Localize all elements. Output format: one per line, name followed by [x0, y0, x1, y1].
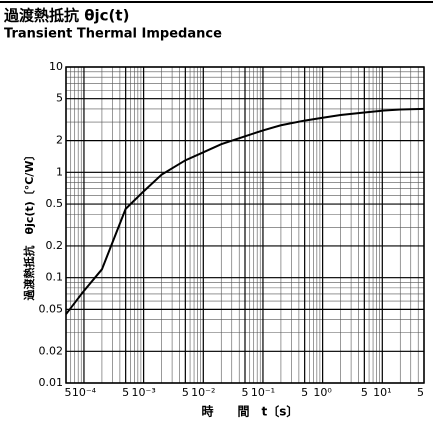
y-tick-label: 0.01 — [39, 376, 64, 389]
y-axis-label: 過渡熱抵抗 θjc(t)〔°C/W〕 — [22, 150, 36, 302]
data-line — [65, 107, 425, 315]
y-tick-label: 0.1 — [46, 271, 64, 284]
chart-subtitle: Transient Thermal Impedance — [4, 27, 222, 42]
x-tick-label: 5 — [242, 386, 249, 399]
y-tick-label: 0.5 — [46, 197, 64, 210]
x-tick-label: 5 — [65, 386, 72, 399]
y-tick-label: 10 — [49, 60, 63, 73]
x-axis-label: 時 間 t〔s〕 — [202, 404, 299, 419]
x-tick-label: 10⁻⁴ — [72, 386, 97, 399]
x-tick-label: 5 — [182, 386, 189, 399]
x-tick-label: 10¹ — [373, 386, 391, 399]
x-tick-label: 10⁻¹ — [251, 386, 275, 399]
x-tick-label: 10⁻² — [191, 386, 215, 399]
x-tick-label: 5 — [122, 386, 129, 399]
x-tick-label: 5 — [417, 386, 424, 399]
chart-title: 過渡熱抵抗 θjc(t) — [3, 7, 129, 25]
x-tick-label: 5 — [301, 386, 308, 399]
y-tick-label: 5 — [56, 92, 63, 105]
y-tick-label: 0.05 — [39, 302, 64, 315]
y-tick-label: 2 — [56, 134, 63, 147]
plot-frame — [65, 66, 425, 384]
y-tick-label: 0.2 — [46, 239, 64, 252]
x-tick-label: 5 — [361, 386, 368, 399]
x-tick-label: 10⁻³ — [132, 386, 156, 399]
x-tick-label: 10⁰ — [313, 386, 332, 399]
y-tick-label: 1 — [56, 165, 63, 178]
y-tick-label: 0.02 — [39, 344, 64, 357]
